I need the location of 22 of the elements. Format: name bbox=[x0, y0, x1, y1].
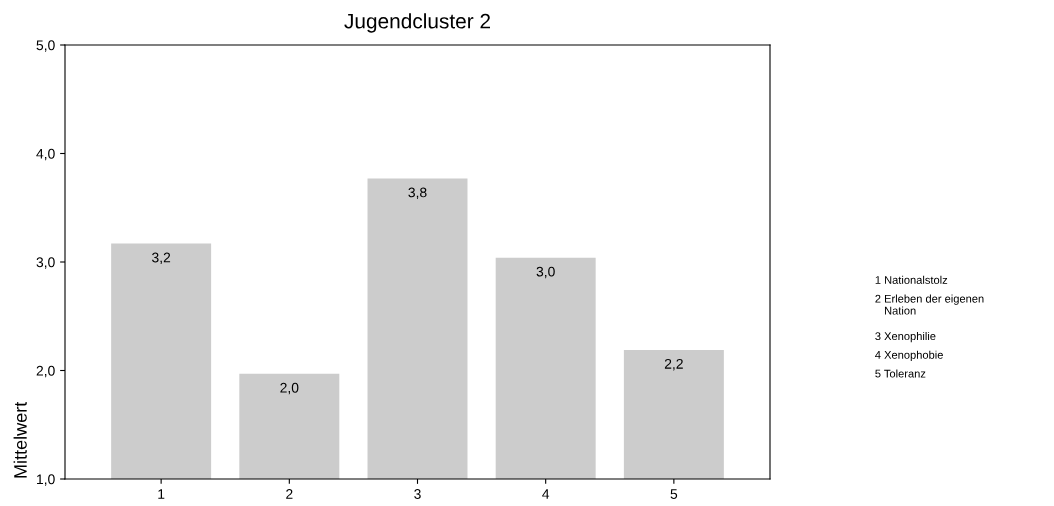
y-axis-title: Mittelwert bbox=[13, 401, 27, 478]
text: 2 Erleben der eigenen Nation bbox=[875, 294, 984, 315]
data-label: 2,2 bbox=[664, 358, 683, 371]
text: 3 Xenophilie bbox=[875, 331, 936, 343]
y-tick-label: 5,0 bbox=[36, 40, 55, 52]
x-tick-label: 3 bbox=[414, 489, 421, 499]
y-tick-label: 2,0 bbox=[36, 365, 55, 378]
x-tick-label: 1 bbox=[158, 489, 165, 499]
x-tick-label: 2 bbox=[286, 489, 293, 499]
data-label: 3,8 bbox=[408, 187, 427, 199]
text: 1 Nationalstolz bbox=[875, 275, 948, 284]
data-label: 3,2 bbox=[152, 252, 171, 265]
x-tick-label: 4 bbox=[542, 489, 550, 499]
data-label: 3,0 bbox=[536, 266, 555, 279]
chart-title: Jugendcluster 2 bbox=[344, 13, 490, 33]
x-tick-label: 5 bbox=[670, 489, 678, 499]
y-tick-label: 4,0 bbox=[36, 148, 55, 161]
y-tick-label: 1,0 bbox=[37, 474, 55, 486]
text: 4 Xenophobie bbox=[875, 350, 943, 362]
y-tick-label: 3,0 bbox=[36, 257, 55, 269]
data-label: 2,0 bbox=[280, 382, 299, 395]
text: 5 Toleranz bbox=[875, 369, 926, 378]
